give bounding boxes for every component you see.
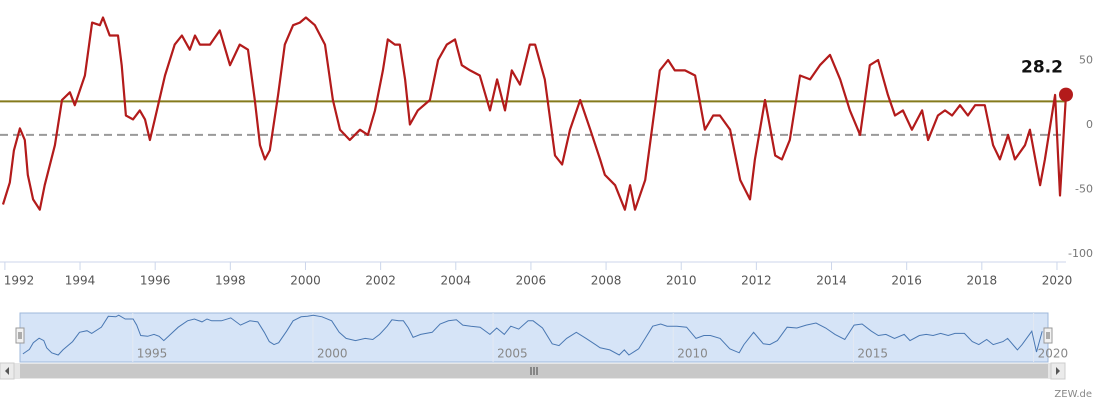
credits: ZEW.de <box>1054 389 1092 400</box>
handle-box <box>15 327 25 344</box>
navigator-mask <box>19 312 1049 363</box>
navigator-handle[interactable] <box>15 327 25 344</box>
y-tick-label: 0 <box>1086 118 1093 131</box>
navigator-tick-label: 2005 <box>497 347 528 361</box>
arrow-left <box>5 367 9 375</box>
x-tick-label: 1998 <box>215 274 246 288</box>
handle-box <box>1043 327 1053 344</box>
x-tick-label: 2010 <box>666 274 697 288</box>
data-line <box>1 16 1068 211</box>
navigator-tick-label: 2000 <box>317 347 348 361</box>
arrow-right <box>1056 367 1060 375</box>
x-tick-label: 2016 <box>891 274 922 288</box>
x-tick-label: 1996 <box>140 274 171 288</box>
x-tick-label: 2008 <box>591 274 622 288</box>
x-tick-label: 2014 <box>816 274 847 288</box>
navigator-tick-label: 2015 <box>857 347 888 361</box>
last-value-label: 28.2 <box>1021 58 1063 78</box>
y-tick-label: -50 <box>1075 183 1093 196</box>
x-tick-label: 2012 <box>741 274 772 288</box>
x-tick-label: 2006 <box>516 274 547 288</box>
handle-grip <box>1046 332 1050 339</box>
x-tick-label: 1994 <box>65 274 96 288</box>
navigator-tick-label: 1995 <box>137 347 168 361</box>
x-tick-label: 2020 <box>1042 274 1073 288</box>
navigator-tick-label: 2020 <box>1038 347 1069 361</box>
x-tick-label: 2000 <box>290 274 321 288</box>
x-tick-label: 2004 <box>441 274 472 288</box>
scroll-grip <box>530 367 538 375</box>
handle-grip <box>18 332 22 339</box>
x-tick-label: 2018 <box>967 274 998 288</box>
navigator-line <box>22 314 1043 356</box>
navigator-tick-label: 2010 <box>677 347 708 361</box>
x-tick-label: 2002 <box>365 274 396 288</box>
last-point <box>1058 87 1073 102</box>
y-tick-label: -100 <box>1068 247 1093 260</box>
x-tick-label: 1992 <box>4 274 35 288</box>
y-tick-label: 50 <box>1079 54 1093 67</box>
navigator-handle[interactable] <box>1043 327 1053 344</box>
